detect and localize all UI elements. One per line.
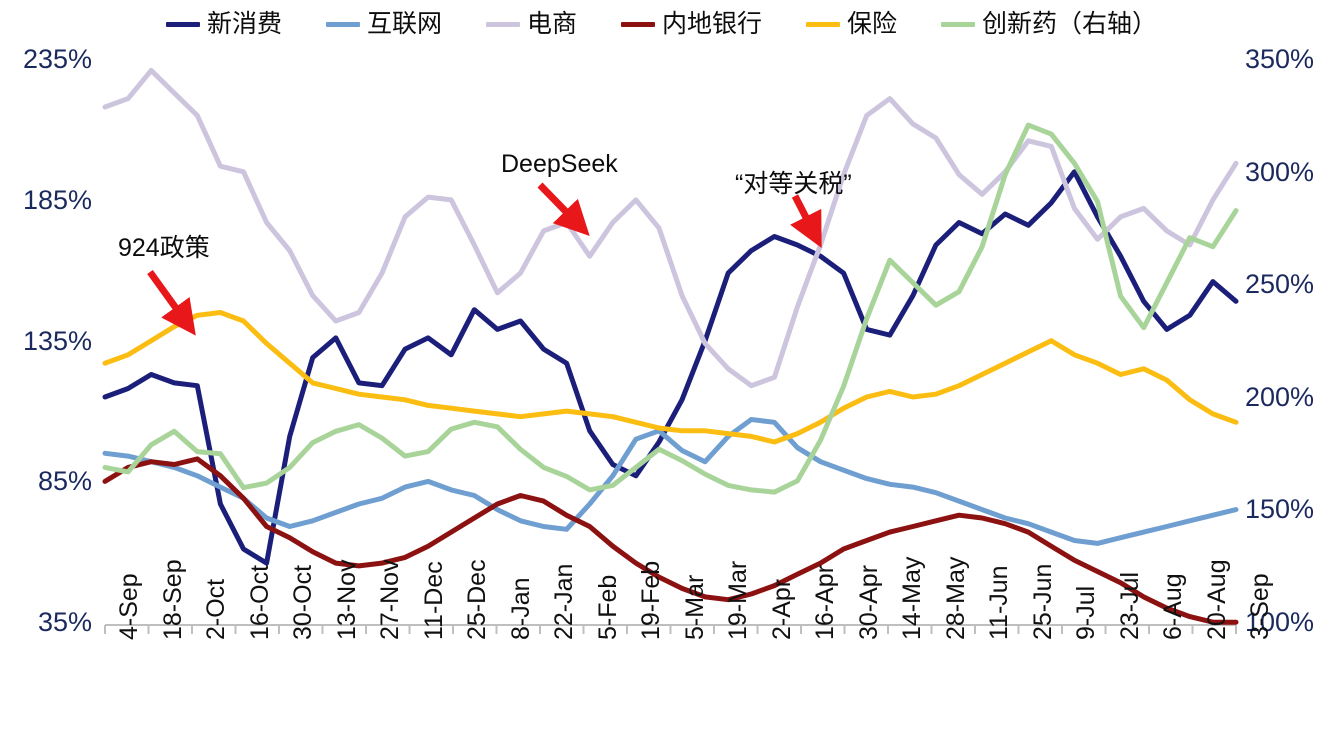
y-axis-left-tick-label: 85% xyxy=(37,466,92,497)
legend-item-2[interactable]: 互联网 xyxy=(325,9,442,38)
annotation-label-3: “对等关税” xyxy=(735,170,852,198)
x-axis-tick-label: 5-Feb xyxy=(593,574,622,640)
y-axis-left-tick-label: 235% xyxy=(22,44,92,74)
annotation-label-1: 924政策 xyxy=(118,234,210,262)
x-axis-tick-label: 6-Aug xyxy=(1159,573,1187,640)
x-axis-tick-label: 30-Oct xyxy=(289,564,317,640)
x-axis-tick-label: 3-Sep xyxy=(1246,573,1274,640)
x-axis-tick-label: 13-Nov xyxy=(332,559,361,640)
x-axis-tick-label: 18-Sep xyxy=(158,559,187,640)
legend-item-6[interactable]: 创新药（右轴） xyxy=(941,9,1158,38)
series-line-4 xyxy=(102,456,1239,625)
x-axis-tick-label: 23-Jul xyxy=(1115,571,1144,640)
line-swatch-icon xyxy=(485,21,520,27)
x-axis-tick-label: 16-Oct xyxy=(245,564,274,640)
legend-item-3[interactable]: 电商 xyxy=(485,9,577,38)
legend-item-label: 创新药（右轴） xyxy=(982,9,1158,38)
line-swatch-icon xyxy=(941,21,976,27)
annotation-arrow-icon xyxy=(537,182,590,237)
legend-item-label: 电商 xyxy=(526,9,577,38)
legend-item-label: 内地银行 xyxy=(662,9,763,38)
line-swatch-icon xyxy=(165,21,200,27)
x-axis-tick-label: 8-Jan xyxy=(506,577,535,640)
x-axis-tick-label: 27-Nov xyxy=(376,559,404,640)
y-axis-right-tick-label: 350% xyxy=(1245,44,1315,74)
x-axis-tick-label: 25-Dec xyxy=(463,559,491,640)
axis-layer xyxy=(104,624,1237,634)
x-axis-tick-label: 14-May xyxy=(898,556,926,640)
chart-legend: 新消费 互联网 电商 内地银行 保险 创新药（右轴） xyxy=(0,4,1323,44)
y-axis-left-tick-label: 135% xyxy=(22,325,92,356)
y-axis-right-tick-label: 200% xyxy=(1245,381,1315,412)
series-line-5 xyxy=(102,310,1239,445)
annotation-label-2: DeepSeek xyxy=(501,150,618,178)
series-line-1 xyxy=(102,169,1239,566)
legend-item-4[interactable]: 内地银行 xyxy=(621,9,763,38)
legend-item-label: 互联网 xyxy=(366,9,442,38)
series-layer xyxy=(102,67,1239,625)
y-axis-left-tick-label: 35% xyxy=(37,607,92,637)
x-axis-tick-label: 30-Apr xyxy=(854,564,883,640)
x-axis-tick-label: 5-Mar xyxy=(680,574,709,640)
x-axis-tick-label: 11-Jun xyxy=(985,565,1013,640)
x-axis-tick-label: 2-Apr xyxy=(767,578,796,640)
legend-item-5[interactable]: 保险 xyxy=(806,9,898,38)
x-axis-tick-label: 16-Apr xyxy=(811,564,839,640)
legend-item-label: 新消费 xyxy=(206,9,282,38)
series-line-2 xyxy=(102,417,1239,546)
series-line-6 xyxy=(102,122,1239,495)
line-swatch-icon xyxy=(806,21,841,27)
y-axis-right-tick-label: 150% xyxy=(1245,494,1315,525)
x-axis-tick-label: 28-May xyxy=(941,556,970,640)
x-axis-tick-label: 20-Aug xyxy=(1202,559,1231,640)
legend-item-label: 保险 xyxy=(847,9,898,38)
y-axis-right-tick-label: 300% xyxy=(1245,156,1315,187)
y-axis-right-tick-label: 250% xyxy=(1245,269,1315,300)
annotation-arrow-layer xyxy=(147,182,822,336)
legend-item-1[interactable]: 新消费 xyxy=(165,9,282,38)
x-axis-tick-label: 25-Jun xyxy=(1028,563,1057,640)
line-swatch-icon xyxy=(325,21,360,27)
x-axis-tick-label: 2-Oct xyxy=(202,578,230,640)
line-swatch-icon xyxy=(621,21,655,27)
x-axis-tick-label: 22-Jan xyxy=(550,563,578,640)
x-axis-tick-label: 19-Mar xyxy=(724,560,752,640)
x-axis-tick-label: 4-Sep xyxy=(115,573,143,640)
y-axis-left-tick-label: 185% xyxy=(22,184,92,215)
annotation-arrow-icon xyxy=(790,194,822,248)
series-line-3 xyxy=(102,67,1239,389)
x-axis-tick-label: 11-Dec xyxy=(419,561,448,640)
annotation-arrow-icon xyxy=(147,269,196,336)
x-axis-tick-label: 19-Feb xyxy=(637,560,665,640)
x-axis-tick-label: 9-Jul xyxy=(1072,585,1100,640)
y-axis-right-tick-label: 100% xyxy=(1245,607,1315,637)
